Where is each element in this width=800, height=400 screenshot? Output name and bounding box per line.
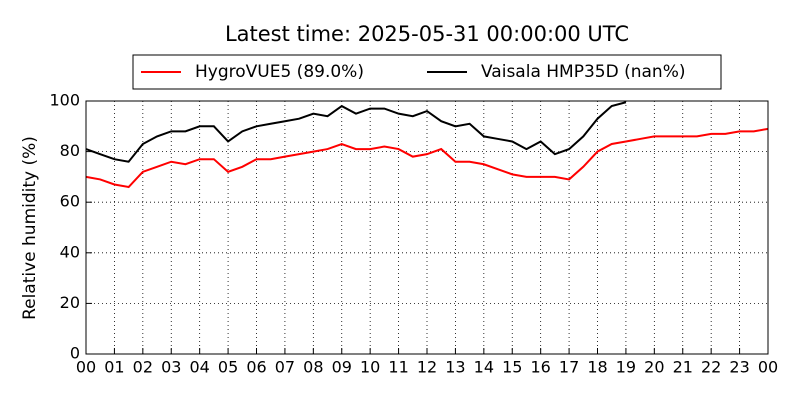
x-tick-label: 04 [189,358,209,377]
y-axis-label: Relative humidity (%) [20,136,40,320]
legend-label: Vaisala HMP35D (nan%) [481,62,685,82]
x-tick-label: 00 [758,358,778,377]
x-tick-label: 05 [218,358,238,377]
x-tick-label: 23 [729,358,749,377]
y-tick-label: 100 [49,91,80,110]
y-tick-label: 60 [60,192,80,211]
x-tick-label: 03 [161,358,181,377]
x-tick-label: 18 [587,358,607,377]
x-tick-label: 09 [332,358,352,377]
data-line [85,127,769,189]
x-tick-label: 19 [616,358,636,377]
x-tick-label: 21 [673,358,693,377]
chart-title: Latest time: 2025-05-31 00:00:00 UTC [225,22,629,46]
x-tick-label: 20 [644,358,664,377]
y-tick-label: 20 [60,293,80,312]
x-tick-label: 07 [275,358,295,377]
x-tick-label: 02 [133,358,153,377]
legend-label: HygroVUE5 (89.0%) [195,62,364,82]
x-tick-label: 06 [246,358,266,377]
x-tick-label: 01 [104,358,124,377]
x-tick-label: 13 [445,358,465,377]
x-tick-label: 08 [303,358,323,377]
x-tick-label: 10 [360,358,380,377]
x-tick-label: 15 [502,358,522,377]
x-tick-label: 14 [474,358,494,377]
x-tick-label: 00 [76,358,96,377]
x-tick-label: 16 [530,358,550,377]
plot-frame [85,100,769,355]
y-tick-label: 40 [60,242,80,261]
x-tick-label: 22 [701,358,721,377]
x-tick-label: 17 [559,358,579,377]
x-tick-label: 12 [417,358,437,377]
x-tick-label: 11 [388,358,408,377]
y-tick-label: 80 [60,141,80,160]
data-line [85,101,627,163]
y-tick-label: 0 [70,344,80,363]
